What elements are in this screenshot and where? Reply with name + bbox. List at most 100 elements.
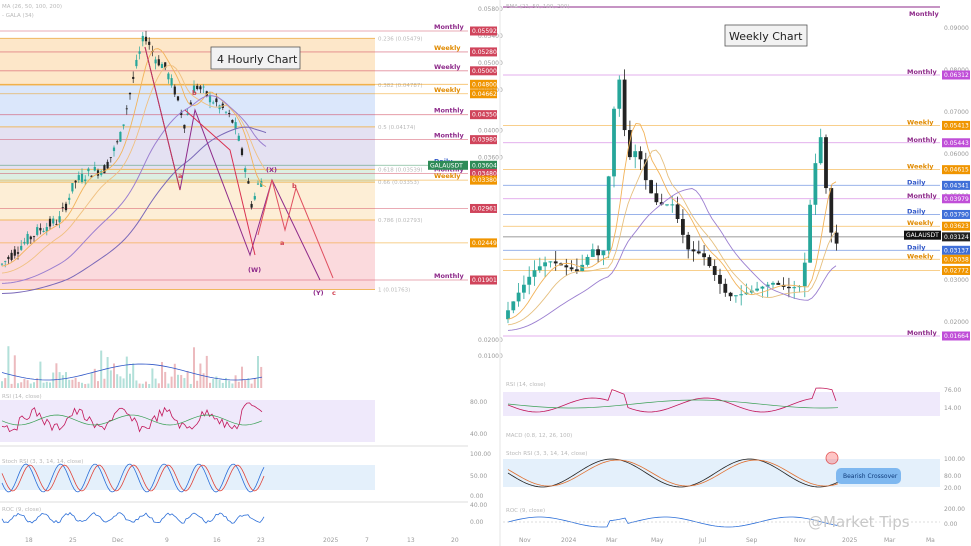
price-tag (942, 209, 970, 219)
volume-bar (58, 372, 61, 388)
candle-body (138, 51, 141, 54)
candle-body (590, 249, 595, 257)
candle-body (77, 175, 80, 181)
fib-label: 0.236 (0.05479) (378, 36, 423, 42)
level-label: Monthly (909, 10, 940, 18)
fib-label: 1 (0.01763) (378, 287, 410, 293)
fib-label: 0.786 (0.02793) (378, 218, 423, 224)
candle-body (575, 269, 579, 272)
price-tag (470, 175, 497, 185)
rsi-scale: 76.00 (944, 387, 961, 394)
candle-body (253, 196, 256, 200)
level-label: Monthly (907, 329, 938, 337)
price-tag (470, 110, 497, 120)
volume-bar (241, 366, 243, 388)
candle-body (199, 86, 202, 90)
volume-bar (109, 370, 112, 388)
candle-body (670, 204, 675, 206)
candle-body (125, 108, 128, 110)
level-label: Monthly (907, 192, 938, 200)
axis-price: 0.02000 (478, 337, 503, 344)
volume-bar (138, 383, 141, 388)
volume-bar (173, 363, 176, 388)
rsi-line (507, 387, 837, 413)
x-axis-label: 9 (165, 537, 169, 544)
candle-body (61, 207, 64, 208)
volume-bar (167, 383, 170, 388)
wave-path (144, 46, 181, 191)
candle-body (765, 284, 770, 287)
level-label: Weekly (434, 86, 461, 94)
candle-body (628, 130, 632, 158)
volume-bar (228, 380, 231, 388)
rsi-band (0, 400, 375, 442)
price-tag-text: 0.04800 (472, 81, 497, 88)
volume-bar (49, 382, 51, 388)
candle-body (87, 168, 90, 172)
candle-body (506, 310, 510, 320)
volume-bar (61, 375, 64, 388)
candle-body (39, 227, 42, 231)
candle-body (654, 193, 659, 203)
volume-bar (29, 383, 32, 388)
volume-bar (4, 378, 7, 388)
callout-box (836, 468, 901, 484)
wave-label: (W) (248, 266, 261, 274)
volume-bar (221, 382, 224, 388)
candle-body (180, 112, 183, 116)
candle-body (585, 256, 590, 265)
price-tag (470, 135, 497, 145)
title-box (724, 24, 808, 47)
candle-body (244, 168, 247, 172)
volume-bar (65, 372, 67, 388)
price-tag-text: 0.03380 (472, 177, 497, 184)
axis-price: 0.03600 (478, 154, 503, 161)
price-tag-text: 0.04341 (944, 182, 969, 189)
fib-label: 0.66 (0.03353) (378, 180, 419, 186)
volume-bar (77, 381, 80, 388)
fib-zone (0, 219, 375, 290)
volume-bar (253, 378, 256, 388)
x-axis-label: Mar (884, 537, 896, 544)
level-label: Weekly (907, 163, 934, 171)
level-label: Weekly (434, 44, 461, 52)
candle-body (192, 85, 196, 93)
candle-body (606, 176, 611, 251)
volume-bar (45, 381, 48, 388)
axis-price: 0.01000 (478, 353, 503, 360)
price-tag-text: 0.02961 (472, 205, 497, 212)
candle-body (231, 119, 234, 123)
volume-bar (145, 381, 147, 388)
price-tag-text: 0.05592 (472, 28, 497, 35)
price-tag-text: 0.03124 (944, 234, 969, 241)
price-tag-text: 0.05280 (472, 49, 497, 56)
price-tag (470, 26, 497, 36)
x-axis-label: Jul (698, 537, 707, 544)
x-axis-label: Ma (926, 537, 935, 544)
volume-bar (17, 383, 19, 388)
candle-body (601, 250, 606, 256)
volume-bar (93, 368, 96, 388)
wave-path (184, 109, 256, 256)
volume-bar (36, 378, 39, 388)
candle-body (52, 218, 55, 224)
candle-body (23, 241, 26, 244)
candle-body (834, 232, 839, 244)
volume-bar (1, 381, 3, 388)
indicator-label: - GALA (34) (2, 13, 34, 19)
candle-body (224, 111, 228, 113)
wave-label: c (332, 289, 336, 297)
x-axis-label: Sep (746, 537, 758, 544)
candle-body (580, 264, 585, 272)
candle-body (686, 234, 691, 250)
candle-body (4, 261, 7, 262)
fib-label: 0.618 (0.03539) (378, 167, 423, 173)
candle-body (675, 204, 680, 220)
price-tag-text: 0.04350 (472, 112, 497, 119)
ma-line (1, 64, 267, 274)
axis-price: 0.07000 (944, 109, 969, 116)
candle-body (36, 227, 39, 235)
price-tag (942, 245, 970, 255)
price-tag (470, 66, 497, 76)
